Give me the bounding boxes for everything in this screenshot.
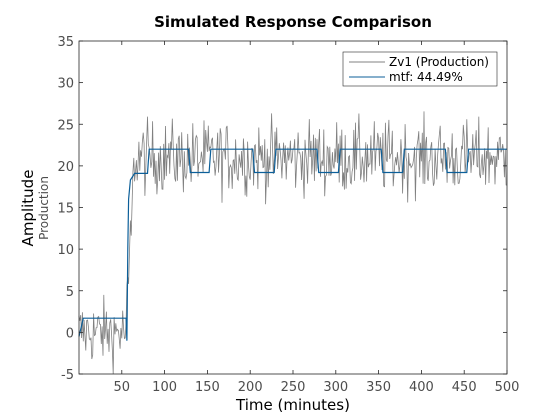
x-tick-label: 300	[323, 380, 348, 395]
y-tick-label: 30	[57, 77, 74, 92]
x-tick-label: 50	[114, 380, 131, 395]
legend-entry-measured: Zv1 (Production)	[389, 55, 489, 69]
y-axis-sublabel: Production	[37, 176, 51, 240]
x-tick-label: 450	[452, 380, 477, 395]
y-tick-label: 25	[57, 118, 74, 133]
x-tick-label: 400	[409, 380, 434, 395]
y-tick-label: 5	[66, 285, 74, 300]
x-tick-label: 250	[281, 380, 306, 395]
legend: Zv1 (Production) mtf: 44.49%	[342, 51, 498, 87]
y-tick-label: 35	[57, 35, 74, 50]
y-tick-label: -5	[61, 368, 74, 383]
y-tick-label: 15	[57, 202, 74, 217]
chart-title: Simulated Response Comparison	[154, 13, 432, 31]
legend-entry-simulated: mtf: 44.49%	[389, 70, 463, 84]
y-tick-label: 20	[57, 160, 74, 175]
plot-area	[79, 41, 507, 374]
simulated-series-line	[78, 148, 507, 341]
tick-layer: 50 100 150 200 250 300 350 400 450 500 -5 0 5 10 15 20 2…	[57, 35, 519, 395]
series-layer	[78, 111, 508, 375]
y-tick-label: 0	[66, 326, 74, 341]
x-axis-label: Time (minutes)	[235, 396, 350, 414]
y-axis-label: Amplitude	[19, 170, 37, 247]
x-tick-label: 350	[366, 380, 391, 395]
x-tick-label: 100	[152, 380, 177, 395]
x-tick-label: 200	[238, 380, 263, 395]
x-tick-label: 150	[195, 380, 220, 395]
legend-box	[342, 51, 498, 87]
y-tick-label: 10	[57, 243, 74, 258]
x-tick-label: 500	[495, 380, 520, 395]
